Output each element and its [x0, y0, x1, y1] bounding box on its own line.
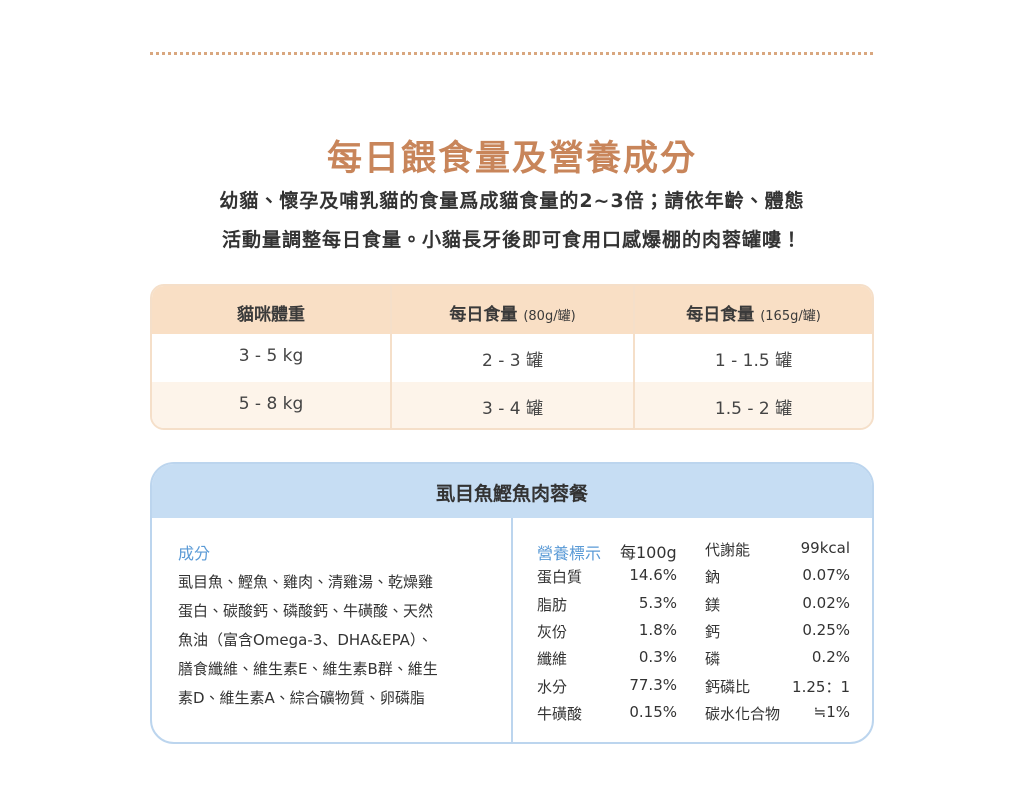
ingredients-heading: 成分 — [178, 544, 211, 563]
facts-label: 灰份 — [537, 622, 568, 641]
table-cell: 1.5 - 2 罐 — [714, 399, 793, 419]
facts-value: 0.2% — [811, 648, 850, 667]
nutrition-card: 虱目魚鰹魚肉蓉餐成分虱目魚、鰹魚、雞肉、清雞湯、乾燥雞 蛋白、碳酸鈣、磷酸鈣、牛磺… — [150, 462, 874, 744]
ingredients-line: 魚油（富含Omega-3、DHA&EPA）、 — [178, 631, 433, 649]
facts-value: 0.15% — [629, 702, 677, 721]
facts-value: 0.02% — [802, 593, 850, 612]
card-header-band — [152, 464, 872, 518]
facts-label: 蛋白質 — [537, 568, 583, 587]
intro-line: 活動量調整每日食量。小貓長牙後即可食用口感爆棚的肉蓉罐嘍！ — [221, 229, 802, 251]
table-cell: 3 - 5 kg — [238, 346, 304, 366]
facts-value: 0.3% — [638, 648, 677, 667]
facts-label: 鈉 — [705, 568, 721, 587]
facts-label: 磷 — [705, 650, 721, 669]
column-divider — [511, 518, 513, 742]
table-header-band — [152, 286, 872, 334]
feeding-table: 貓咪體重 每日食量 (80g/罐) 每日食量 (165g/罐) 3 - 5 kg 2 - 3… — [150, 284, 874, 430]
facts-label: 鈣 — [705, 622, 721, 641]
table-cell: 5 - 8 kg — [238, 394, 304, 414]
header-text: 每日食量 — [449, 305, 518, 325]
table-cell: 2 - 3 罐 — [482, 351, 543, 371]
table-header: 每日食量 (165g/罐) — [635, 300, 872, 325]
ingredients-line: 蛋白、碳酸鈣、磷酸鈣、牛磺酸、天然 — [178, 602, 434, 620]
facts-value: 14.6% — [629, 566, 677, 585]
facts-label: 纖維 — [537, 650, 568, 669]
facts-value: 77.3% — [629, 675, 677, 694]
ingredients-line: 膳食纖維、維生素E、維生素B群、維生 — [178, 660, 438, 678]
header-text: 每日食量 — [686, 305, 755, 325]
facts-value: ≒1% — [813, 702, 850, 721]
header-unit: (165g/罐) — [760, 309, 821, 324]
facts-label: 碳水化合物 — [705, 704, 781, 723]
card-title: 虱目魚鰹魚肉蓉餐 — [435, 483, 588, 505]
table-cell: 3 - 4 罐 — [482, 399, 543, 419]
header-unit: (80g/罐) — [523, 309, 576, 324]
dotted-divider — [150, 52, 873, 55]
ingredients-line: 素D、維生素A、綜合礦物質、卵磷脂 — [178, 689, 425, 707]
facts-value: 1.25：1 — [792, 677, 850, 696]
facts-value: 99kcal — [800, 539, 850, 557]
column-divider — [390, 286, 392, 428]
intro-line: 幼貓、懷孕及哺乳貓的食量爲成貓食量的2~3倍；請依年齡、體態 — [219, 190, 805, 212]
ingredients-line: 虱目魚、鰹魚、雞肉、清雞湯、乾燥雞 — [178, 573, 434, 591]
facts-basis: 每100g — [620, 543, 677, 562]
facts-label: 脂肪 — [537, 595, 568, 614]
facts-label: 鈣磷比 — [705, 677, 751, 696]
table-cell: 1 - 1.5 罐 — [714, 351, 793, 371]
table-header: 貓咪體重 — [152, 300, 390, 325]
facts-heading: 營養標示 — [537, 544, 602, 563]
facts-value: 0.25% — [802, 620, 850, 639]
table-header: 每日食量 (80g/罐) — [392, 300, 633, 325]
section-title: 每日餵食量及營養成分 — [326, 139, 697, 179]
facts-label: 代謝能 — [705, 541, 751, 559]
facts-value: 5.3% — [638, 593, 677, 612]
column-divider — [633, 286, 635, 428]
facts-label: 水分 — [537, 677, 568, 696]
facts-label: 牛磺酸 — [537, 704, 583, 723]
header-text: 貓咪體重 — [237, 305, 305, 325]
table-row-band — [152, 382, 872, 428]
facts-value: 1.8% — [638, 620, 677, 639]
facts-label: 鎂 — [705, 595, 721, 614]
facts-value: 0.07% — [802, 566, 850, 585]
